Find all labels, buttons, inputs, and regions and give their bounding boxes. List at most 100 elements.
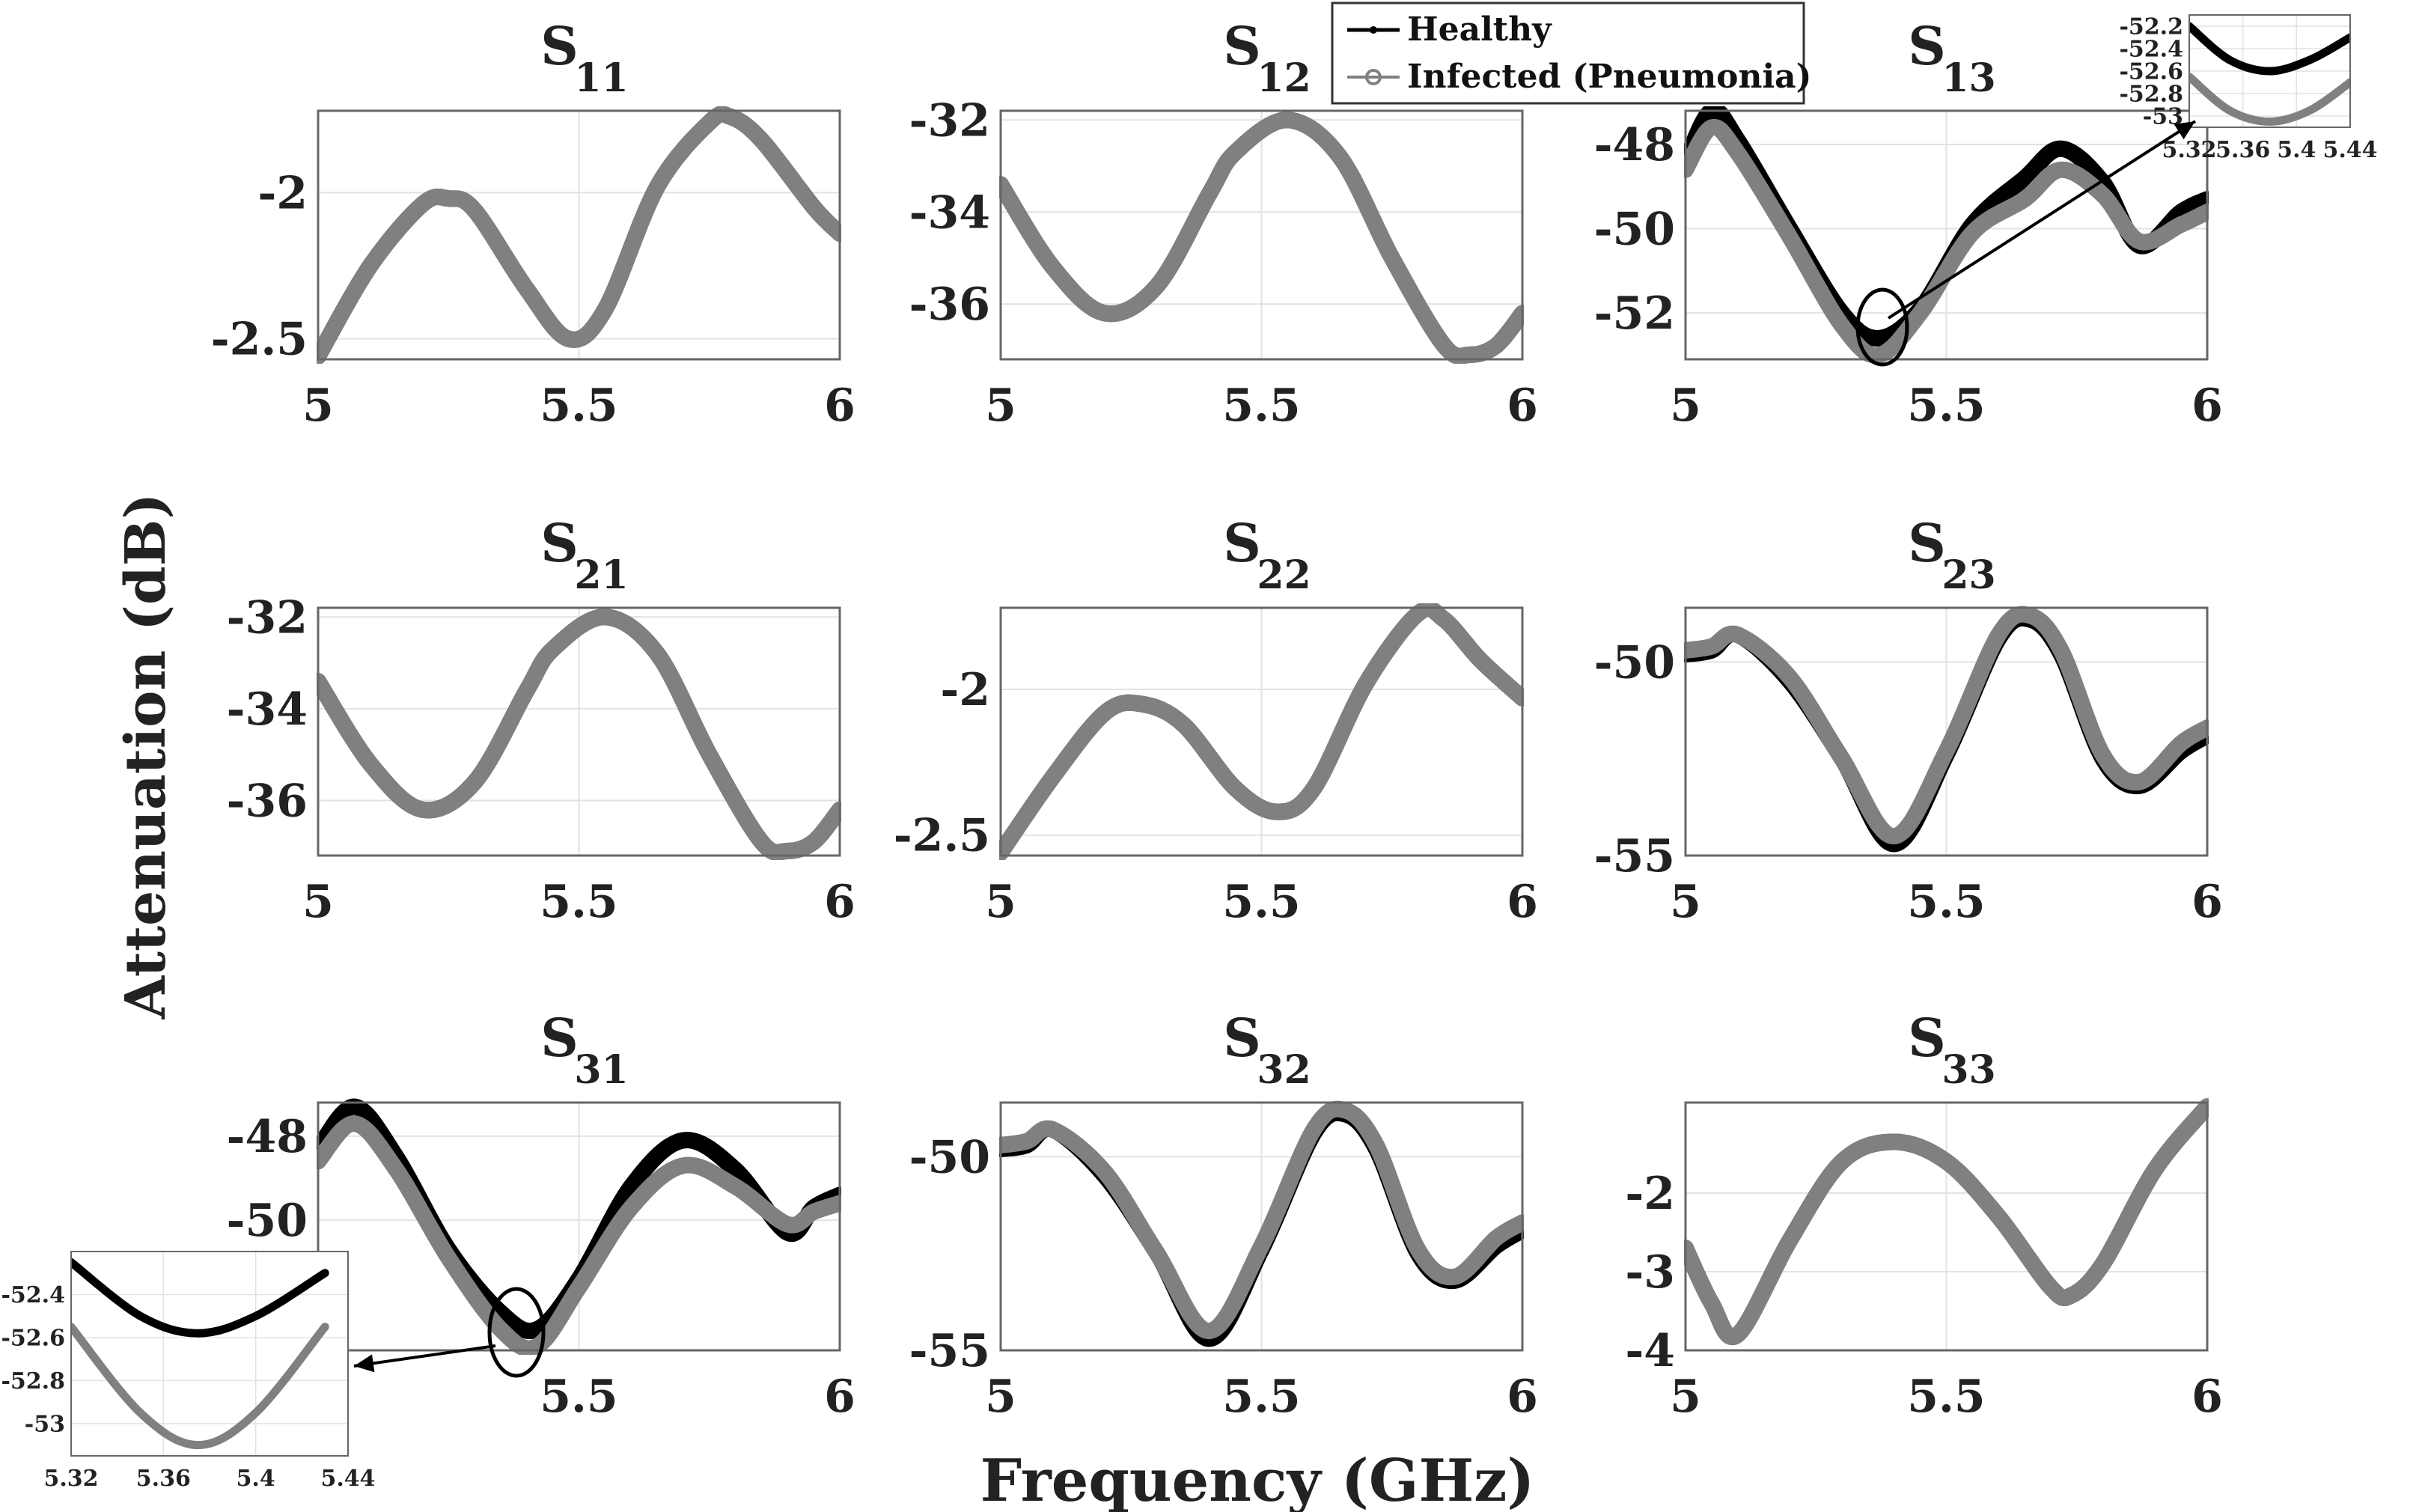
zoom-region-ellipse (1855, 287, 1909, 367)
subplot-title-subscript: 21 (574, 552, 628, 598)
y-tick-label: -2 (940, 664, 990, 716)
x-tick-label: 6 (2191, 1371, 2223, 1423)
y-tick-label: -32 (909, 94, 990, 147)
series-infected-line (1684, 1098, 2209, 1345)
subplot-title: S (540, 1007, 579, 1069)
legend-infected-label: Infected (Pneumonia) (1407, 58, 1812, 96)
y-tick-label: -2 (1625, 1168, 1675, 1220)
y-tick-label: -48 (227, 1111, 308, 1163)
zoom-arrow-shaft (353, 1344, 496, 1368)
subplot-title: S (540, 15, 579, 77)
inset-x-tick-label: 5.32 (43, 1466, 98, 1492)
subplot-s33: 5 5.5 6 -2 -3 -4 S33 (1625, 1007, 2223, 1423)
subplot-s21: 5 5.5 6 -32 -34 -36 S21 (227, 512, 855, 928)
subplot-title: S (1908, 512, 1946, 574)
x-tick-label: 5 (985, 379, 1016, 432)
zoom-region-ellipse (487, 1287, 546, 1378)
subplot-title: S (540, 512, 579, 574)
subplot-s22: 5 5.5 6 -2 -2.5 S22 (894, 512, 1538, 928)
inset-x-tick-label: 5.44 (320, 1466, 375, 1492)
inset-x-tick-label: 5.36 (136, 1466, 191, 1492)
zoom-arrow-shaft (1887, 120, 2197, 320)
y-tick-label: -50 (909, 1131, 990, 1183)
inset-healthy-line (71, 1258, 329, 1338)
subplot-title-subscript: 13 (1941, 55, 1995, 101)
subplot-title: S (1223, 1007, 1261, 1069)
inset-y-tick-label: -53 (25, 1411, 65, 1437)
axes-frame (317, 1101, 841, 1352)
y-axis-label: Attenuation (dB) (114, 493, 178, 1020)
series-infected-line (1684, 119, 2209, 364)
series-group (317, 609, 841, 860)
x-tick-label: 5 (1670, 876, 1701, 928)
subplot-title: S (1908, 1007, 1946, 1069)
subplot-title-subscript: 12 (1257, 55, 1311, 101)
legend-infected-marker (1365, 69, 1382, 85)
x-tick-label: 6 (2191, 379, 2223, 432)
y-tick-label: -48 (1594, 119, 1675, 171)
inset-y-tick-label: -52.2 (2119, 14, 2183, 40)
subplot-title: S (1223, 512, 1261, 574)
axes-frame (999, 606, 1524, 857)
subplot-s23: 5 5.5 6 -50 -55 S23 (1594, 512, 2223, 928)
series-infected-line (999, 603, 1524, 860)
series-infected-line (317, 106, 841, 364)
inset-series-group (2189, 22, 2350, 126)
y-tick-label: -50 (1594, 636, 1675, 689)
x-tick-label: 5 (302, 876, 334, 928)
inset-x-tick-label: 5.32 (2162, 137, 2216, 163)
inset-s13: 5.325.36 5.4 5.44-52.2-52.4-52.6-52.8-53 (1855, 14, 2378, 367)
subplot-s13: 5 5.5 6 -48 -50 -52 S13 (1594, 15, 2223, 432)
inset-series-group (71, 1258, 329, 1450)
x-tick-label: 5 (1670, 379, 1701, 432)
y-tick-label: -4 (1625, 1325, 1675, 1377)
y-tick-label: -2 (257, 167, 308, 219)
subplot-s11: 5 5.5 6 -2 -2.5 S11 (211, 15, 855, 432)
subplot-s31: 5.5 6 -48 -50 S31 (227, 1007, 855, 1423)
axes-frame (1684, 1101, 2209, 1352)
subplot-title-subscript: 23 (1941, 552, 1995, 598)
axes-frame (317, 606, 841, 857)
y-tick-label: -32 (227, 591, 308, 644)
legend-healthy-marker (1370, 26, 1377, 34)
x-tick-label: 5.5 (1222, 379, 1300, 432)
inset-axes-frame (2188, 14, 2351, 128)
x-tick-label: 5 (1670, 1371, 1701, 1423)
y-tick-label: -50 (227, 1195, 308, 1247)
series-infected-line (317, 609, 841, 860)
series-group (317, 1098, 841, 1355)
x-tick-label: 6 (1507, 876, 1538, 928)
zoom-insets: 5.325.36 5.4 5.44-52.2-52.4-52.6-52.8-535.… (1, 14, 2377, 1493)
axes-frame (1684, 606, 2209, 857)
x-tick-label: 5 (985, 876, 1016, 928)
inset-axes-frame (70, 1251, 349, 1457)
x-tick-label: 6 (1507, 1371, 1538, 1423)
series-group (1684, 606, 2209, 853)
x-tick-label: 6 (2191, 876, 2223, 928)
x-tick-label: 5.5 (1907, 379, 1985, 432)
x-tick-label: 5.5 (1222, 1371, 1300, 1423)
inset-y-tick-label: -52.6 (1, 1325, 65, 1351)
inset-infected-line (71, 1323, 329, 1450)
axes-frame (1684, 109, 2209, 361)
series-infected-line (1684, 606, 2209, 845)
series-group (1684, 106, 2209, 364)
series-group (317, 106, 841, 364)
subplot-title-subscript: 22 (1257, 552, 1311, 598)
x-tick-label: 5.5 (1907, 876, 1985, 928)
inset-y-tick-label: -52.8 (1, 1368, 65, 1394)
x-tick-label: 6 (1507, 379, 1538, 432)
y-tick-label: -50 (1594, 204, 1675, 256)
inset-x-tick-label: 5.4 (2277, 137, 2316, 163)
y-tick-label: -55 (909, 1325, 990, 1377)
series-group (999, 1100, 1524, 1347)
legend-healthy-label: Healthy (1407, 10, 1552, 49)
subplot-title: S (1908, 15, 1946, 77)
x-tick-label: 5.5 (1222, 876, 1300, 928)
y-tick-label: -52 (1594, 287, 1675, 340)
subplot-title-subscript: 11 (574, 55, 628, 101)
inset-healthy-line (2189, 22, 2350, 76)
zoom-arrow-head (2174, 121, 2195, 140)
inset-s31: 5.32 5.36 5.4 5.44 -52.4 -52.6 -52.8 -53 (1, 1251, 546, 1492)
